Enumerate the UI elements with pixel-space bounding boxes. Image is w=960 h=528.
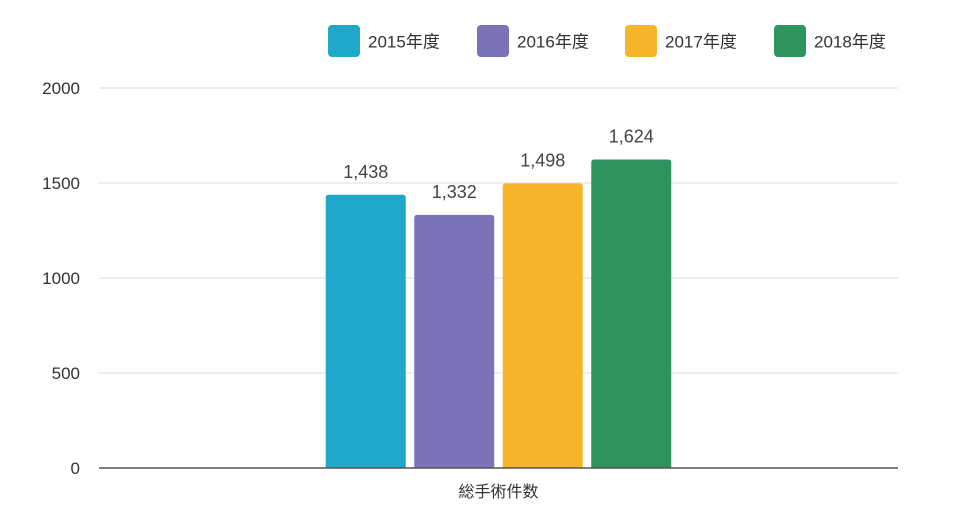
legend-swatch bbox=[477, 25, 509, 57]
bar-2018年度[interactable] bbox=[591, 159, 672, 468]
bar-2017年度[interactable] bbox=[502, 183, 583, 468]
legend-item-2017年度[interactable]: 2017年度 bbox=[625, 25, 737, 57]
y-axis-ticks: 0 500 1000 1500 2000 bbox=[42, 79, 80, 478]
x-category-label: 総手術件数 bbox=[458, 483, 538, 501]
y-tick-label: 500 bbox=[52, 364, 80, 383]
legend-label: 2018年度 bbox=[814, 33, 886, 52]
bar-2016年度[interactable] bbox=[414, 214, 495, 468]
data-label: 1,438 bbox=[343, 162, 388, 182]
legend-swatch bbox=[625, 25, 657, 57]
bar-2015年度[interactable] bbox=[325, 194, 406, 468]
data-label: 1,624 bbox=[609, 126, 654, 146]
legend-label: 2016年度 bbox=[517, 33, 589, 52]
legend-item-2018年度[interactable]: 2018年度 bbox=[774, 25, 886, 57]
legend[interactable]: 2015年度 2016年度 2017年度 2018年度 bbox=[328, 25, 886, 57]
legend-item-2016年度[interactable]: 2016年度 bbox=[477, 25, 589, 57]
legend-swatch bbox=[774, 25, 806, 57]
bars bbox=[325, 159, 672, 468]
x-axis: 総手術件数 bbox=[99, 467, 898, 501]
legend-label: 2015年度 bbox=[368, 33, 440, 52]
legend-item-2015年度[interactable]: 2015年度 bbox=[328, 25, 440, 57]
y-tick-label: 1000 bbox=[42, 269, 80, 288]
y-tick-label: 1500 bbox=[42, 174, 80, 193]
legend-label: 2017年度 bbox=[665, 33, 737, 52]
grid-lines bbox=[99, 87, 898, 374]
data-label: 1,498 bbox=[520, 150, 565, 170]
y-tick-label: 2000 bbox=[42, 79, 80, 98]
data-label: 1,332 bbox=[432, 182, 477, 202]
legend-swatch bbox=[328, 25, 360, 57]
y-tick-label: 0 bbox=[71, 459, 80, 478]
data-labels: 1,438 1,332 1,498 1,624 bbox=[343, 126, 654, 201]
